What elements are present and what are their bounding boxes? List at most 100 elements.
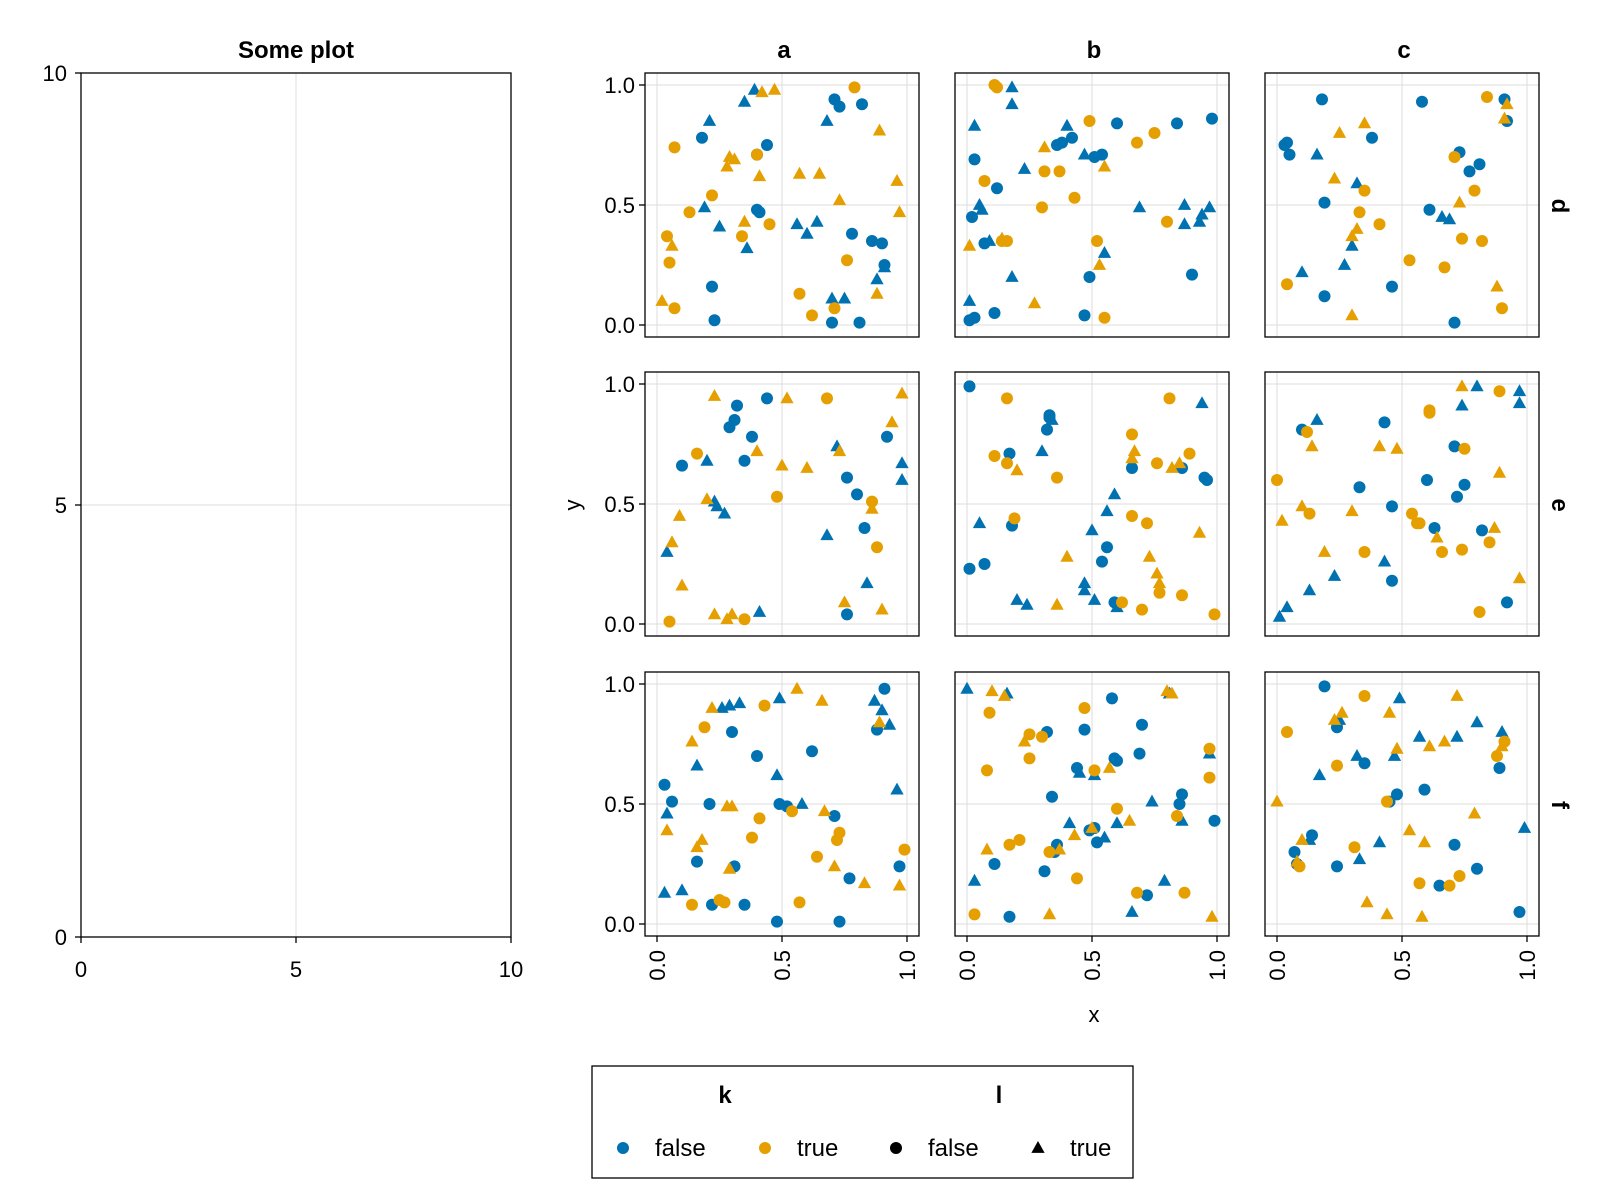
point-circle-kfalse-a-d-8 [833, 100, 846, 113]
point-triangle-ktrue-c-f-13 [1437, 734, 1452, 747]
xtick-label-a-f-1: 0.5 [770, 950, 795, 981]
point-circle-kfalse-b-e-8 [1096, 555, 1108, 568]
point-circle-ktrue-a-d-13 [848, 81, 861, 94]
point-circle-kfalse-a-f-1 [666, 795, 678, 808]
point-triangle-ktrue-b-f-7 [1085, 821, 1099, 833]
point-triangle-kfalse-c-f-11 [1495, 725, 1509, 737]
point-triangle-ktrue-c-e-10 [1492, 465, 1507, 478]
point-triangle-kfalse-a-d-5 [740, 241, 754, 254]
point-triangle-kfalse-a-e-0 [660, 545, 674, 557]
point-triangle-kfalse-a-d-1 [702, 114, 717, 126]
point-triangle-kfalse-b-e-8 [1087, 593, 1102, 605]
point-triangle-ktrue-a-d-5 [752, 169, 767, 182]
point-triangle-kfalse-a-d-8 [810, 214, 824, 227]
point-circle-ktrue-c-e-4 [1406, 507, 1418, 520]
point-triangle-kfalse-c-d-4 [1350, 176, 1364, 189]
point-circle-kfalse-c-f-13 [1493, 762, 1506, 774]
point-circle-kfalse-b-f-20 [1208, 814, 1221, 827]
point-circle-ktrue-b-e-7 [1126, 428, 1138, 441]
point-circle-ktrue-a-f-5 [753, 812, 766, 825]
facet-frame-c-d [1264, 72, 1540, 338]
point-circle-ktrue-a-d-5 [706, 189, 718, 202]
point-circle-kfalse-a-e-0 [676, 459, 688, 472]
point-triangle-kfalse-c-f-9 [1450, 729, 1464, 742]
point-triangle-ktrue-c-d-2 [1345, 308, 1359, 321]
left-ytick-label-2: 10 [43, 61, 67, 86]
point-triangle-ktrue-a-d-1 [665, 238, 679, 251]
point-circle-ktrue-b-e-1 [1001, 457, 1013, 470]
point-triangle-ktrue-c-f-11 [1417, 835, 1432, 848]
facet-col-label-c: c [1397, 37, 1410, 64]
point-triangle-kfalse-c-d-5 [1435, 210, 1449, 222]
point-triangle-ktrue-c-e-9 [1487, 521, 1502, 533]
ytick-label-a-e-0: 0.0 [604, 612, 635, 637]
point-circle-kfalse-b-d-13 [1171, 117, 1183, 130]
point-circle-kfalse-a-d-1 [706, 280, 718, 293]
point-circle-ktrue-b-d-10 [1091, 235, 1103, 247]
point-circle-kfalse-c-e-8 [1451, 490, 1463, 503]
point-circle-ktrue-b-f-16 [1203, 742, 1216, 755]
point-triangle-ktrue-b-e-5 [1142, 549, 1157, 562]
point-triangle-ktrue-b-d-3 [1037, 140, 1052, 153]
point-triangle-kfalse-a-f-6 [732, 696, 747, 709]
point-triangle-kfalse-c-e-4 [1327, 569, 1342, 581]
point-triangle-ktrue-b-f-6 [1067, 828, 1082, 841]
point-triangle-kfalse-a-f-9 [795, 797, 809, 809]
point-circle-kfalse-b-e-0 [963, 380, 976, 393]
point-triangle-ktrue-a-d-7 [767, 82, 782, 95]
point-triangle-ktrue-b-d-0 [962, 238, 977, 251]
point-circle-ktrue-b-d-12 [1131, 136, 1143, 149]
xtick-label-a-f-0: 0.0 [645, 950, 670, 981]
point-circle-kfalse-b-f-15 [1133, 747, 1146, 760]
legend-marker-k-false [617, 1142, 629, 1154]
point-triangle-kfalse-b-e-5 [1077, 576, 1092, 589]
point-circle-ktrue-b-f-1 [983, 706, 996, 719]
point-circle-ktrue-b-f-14 [1171, 810, 1183, 822]
point-triangle-ktrue-c-e-4 [1345, 504, 1359, 517]
point-triangle-ktrue-a-f-12 [857, 876, 872, 889]
point-triangle-ktrue-a-d-6 [755, 85, 769, 98]
point-circle-ktrue-a-e-2 [738, 613, 751, 626]
legend-label-k-true: true [797, 1135, 838, 1162]
point-triangle-ktrue-b-f-12 [1205, 909, 1219, 922]
facet-panel-b-f: 0.0 0.5 1.0 [954, 671, 1230, 981]
point-circle-kfalse-c-d-12 [1463, 165, 1476, 178]
point-triangle-ktrue-c-f-9 [1402, 823, 1417, 836]
point-triangle-kfalse-b-e-2 [1020, 597, 1034, 610]
point-triangle-ktrue-c-d-7 [1490, 279, 1504, 292]
point-triangle-ktrue-b-e-6 [1150, 566, 1164, 579]
point-circle-ktrue-a-d-12 [841, 254, 853, 267]
point-circle-kfalse-b-e-5 [1041, 423, 1053, 436]
point-circle-kfalse-a-e-3 [731, 399, 743, 412]
point-triangle-ktrue-c-f-4 [1335, 705, 1349, 718]
point-circle-kfalse-b-f-12 [1106, 692, 1118, 705]
point-triangle-kfalse-a-f-5 [722, 698, 737, 711]
point-triangle-ktrue-a-e-2 [675, 578, 689, 591]
point-circle-ktrue-a-d-9 [793, 287, 806, 300]
point-triangle-kfalse-c-e-0 [1272, 609, 1287, 622]
point-circle-ktrue-b-e-14 [1183, 447, 1196, 460]
point-circle-ktrue-c-f-4 [1358, 690, 1371, 702]
point-triangle-kfalse-a-e-9 [895, 456, 909, 469]
point-triangle-kfalse-c-f-7 [1392, 691, 1407, 704]
point-circle-ktrue-a-e-6 [871, 541, 883, 554]
point-triangle-kfalse-c-f-4 [1352, 852, 1367, 865]
point-triangle-kfalse-a-d-6 [790, 217, 804, 230]
point-circle-ktrue-a-f-9 [811, 850, 823, 863]
point-triangle-ktrue-a-e-4 [707, 389, 722, 401]
point-triangle-kfalse-b-f-0 [960, 681, 974, 694]
point-circle-ktrue-c-d-11 [1496, 302, 1508, 315]
point-triangle-ktrue-a-e-3 [700, 492, 714, 505]
point-triangle-ktrue-a-f-8 [790, 681, 804, 694]
point-triangle-kfalse-c-e-8 [1512, 384, 1527, 397]
point-triangle-kfalse-c-e-2 [1302, 583, 1317, 596]
point-triangle-ktrue-c-f-6 [1380, 907, 1394, 920]
point-triangle-ktrue-a-f-11 [827, 859, 842, 872]
point-circle-ktrue-c-e-0 [1271, 474, 1283, 486]
point-circle-kfalse-b-f-8 [1078, 723, 1091, 736]
point-circle-ktrue-c-d-10 [1481, 91, 1493, 103]
point-triangle-kfalse-c-e-1 [1280, 600, 1294, 613]
point-triangle-ktrue-c-d-9 [1500, 97, 1514, 110]
point-triangle-kfalse-b-e-6 [1077, 583, 1092, 596]
point-triangle-kfalse-c-f-10 [1470, 715, 1484, 728]
